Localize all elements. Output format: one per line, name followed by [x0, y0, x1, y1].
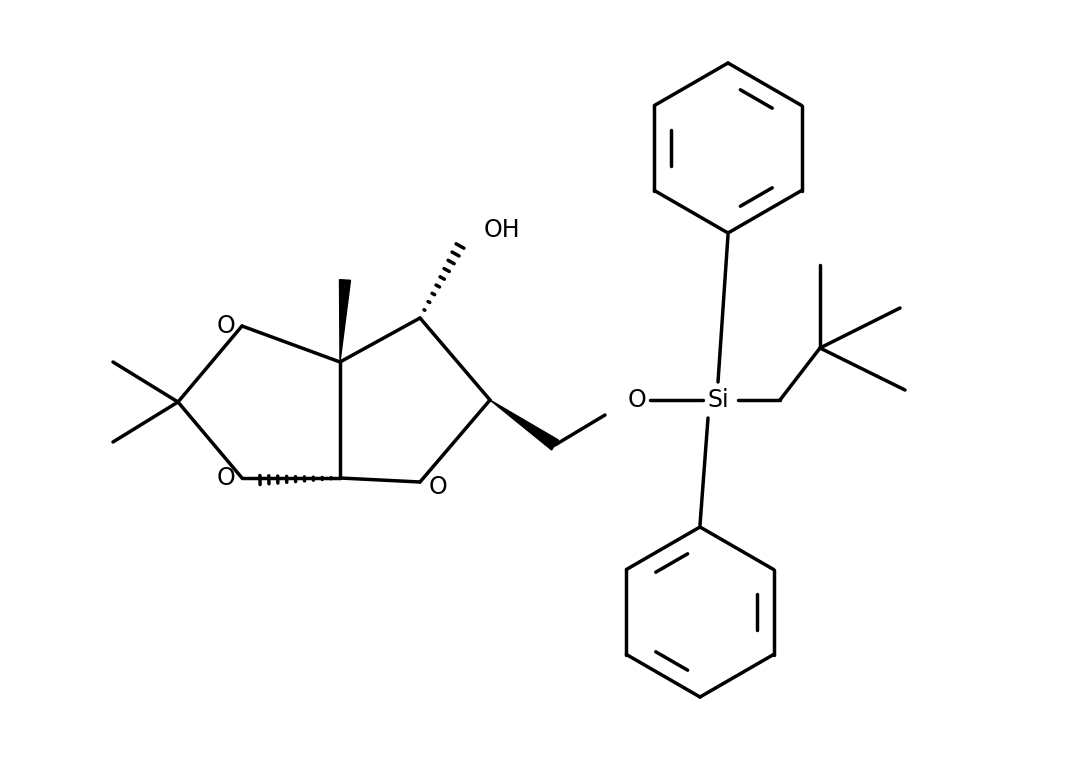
Text: O: O — [217, 466, 235, 490]
Polygon shape — [490, 400, 558, 450]
Text: Si: Si — [707, 388, 729, 412]
Text: O: O — [627, 388, 647, 412]
Text: O: O — [429, 475, 448, 499]
Polygon shape — [339, 279, 350, 362]
Text: O: O — [217, 314, 235, 338]
Text: OH: OH — [483, 218, 520, 242]
